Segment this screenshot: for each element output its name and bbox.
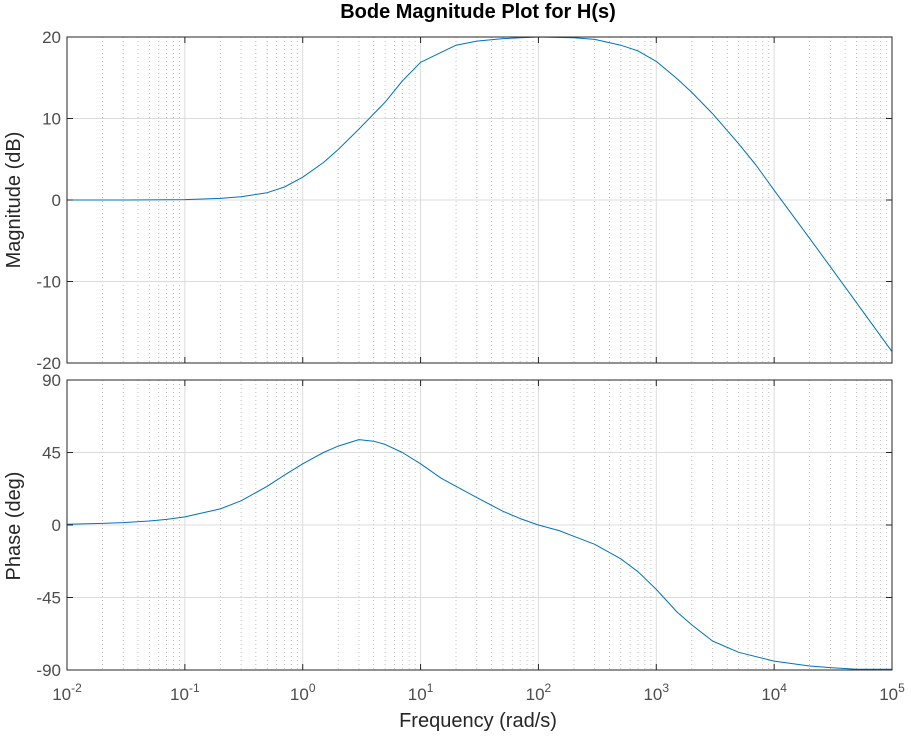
x-axis-label: Frequency (rad/s) [399,710,557,732]
magnitude-axes: -20 -10 0 10 20 Magnitude (dB) [3,28,893,373]
x-tick-base: 10 [526,685,545,704]
x-tick-base: 10 [52,685,71,704]
series-line [66,439,892,670]
chart-title: Bode Magnitude Plot for H(s) [340,1,616,23]
x-tick-label: 102 [526,681,552,704]
x-tick-label: 10-1 [170,681,200,704]
y-tick-label: 20 [42,28,61,47]
x-tick-exponent: 5 [898,681,905,695]
x-tick-label: 10-2 [52,681,82,704]
x-tick-label: 103 [643,681,669,704]
phase-y-axis-label: Phase (deg) [3,472,25,581]
x-tick-exponent: 0 [309,681,316,695]
x-tick-label: 105 [879,681,905,704]
phase-x-ticks: 10-2 10-1 100 101 102 103 104 105 [52,681,905,704]
x-tick-base: 10 [879,685,898,704]
x-tick-exponent: 2 [545,681,552,695]
x-tick-base: 10 [643,685,662,704]
x-tick-base: 10 [408,685,427,704]
x-tick-exponent: -1 [189,681,200,695]
magnitude-y-ticks: -20 -10 0 10 20 [36,28,893,373]
x-tick-exponent: 4 [780,681,787,695]
y-tick-label: 0 [52,191,61,210]
phase-y-ticks: -90 -45 0 45 90 [36,371,893,680]
magnitude-y-axis-label: Magnitude (dB) [3,132,25,269]
y-tick-label: 0 [52,516,61,535]
x-tick-base: 10 [290,685,309,704]
magnitude-grid [67,37,892,363]
y-tick-label: 90 [42,371,61,390]
y-tick-label: -20 [36,354,61,373]
y-tick-label: -45 [36,589,61,608]
x-tick-exponent: 1 [427,681,434,695]
series-line [67,36,893,352]
x-tick-exponent: -2 [71,681,82,695]
y-tick-label: 45 [42,444,61,463]
x-tick-label: 100 [290,681,316,704]
y-tick-label: 10 [42,110,61,129]
x-tick-base: 10 [170,685,189,704]
magnitude-series [67,36,893,352]
x-tick-exponent: 3 [662,681,669,695]
x-tick-label: 101 [408,681,434,704]
x-tick-label: 104 [761,681,787,704]
x-tick-base: 10 [761,685,780,704]
phase-series [66,439,892,670]
phase-grid [67,380,892,670]
y-tick-label: -10 [36,273,61,292]
y-tick-label: -90 [36,661,61,680]
